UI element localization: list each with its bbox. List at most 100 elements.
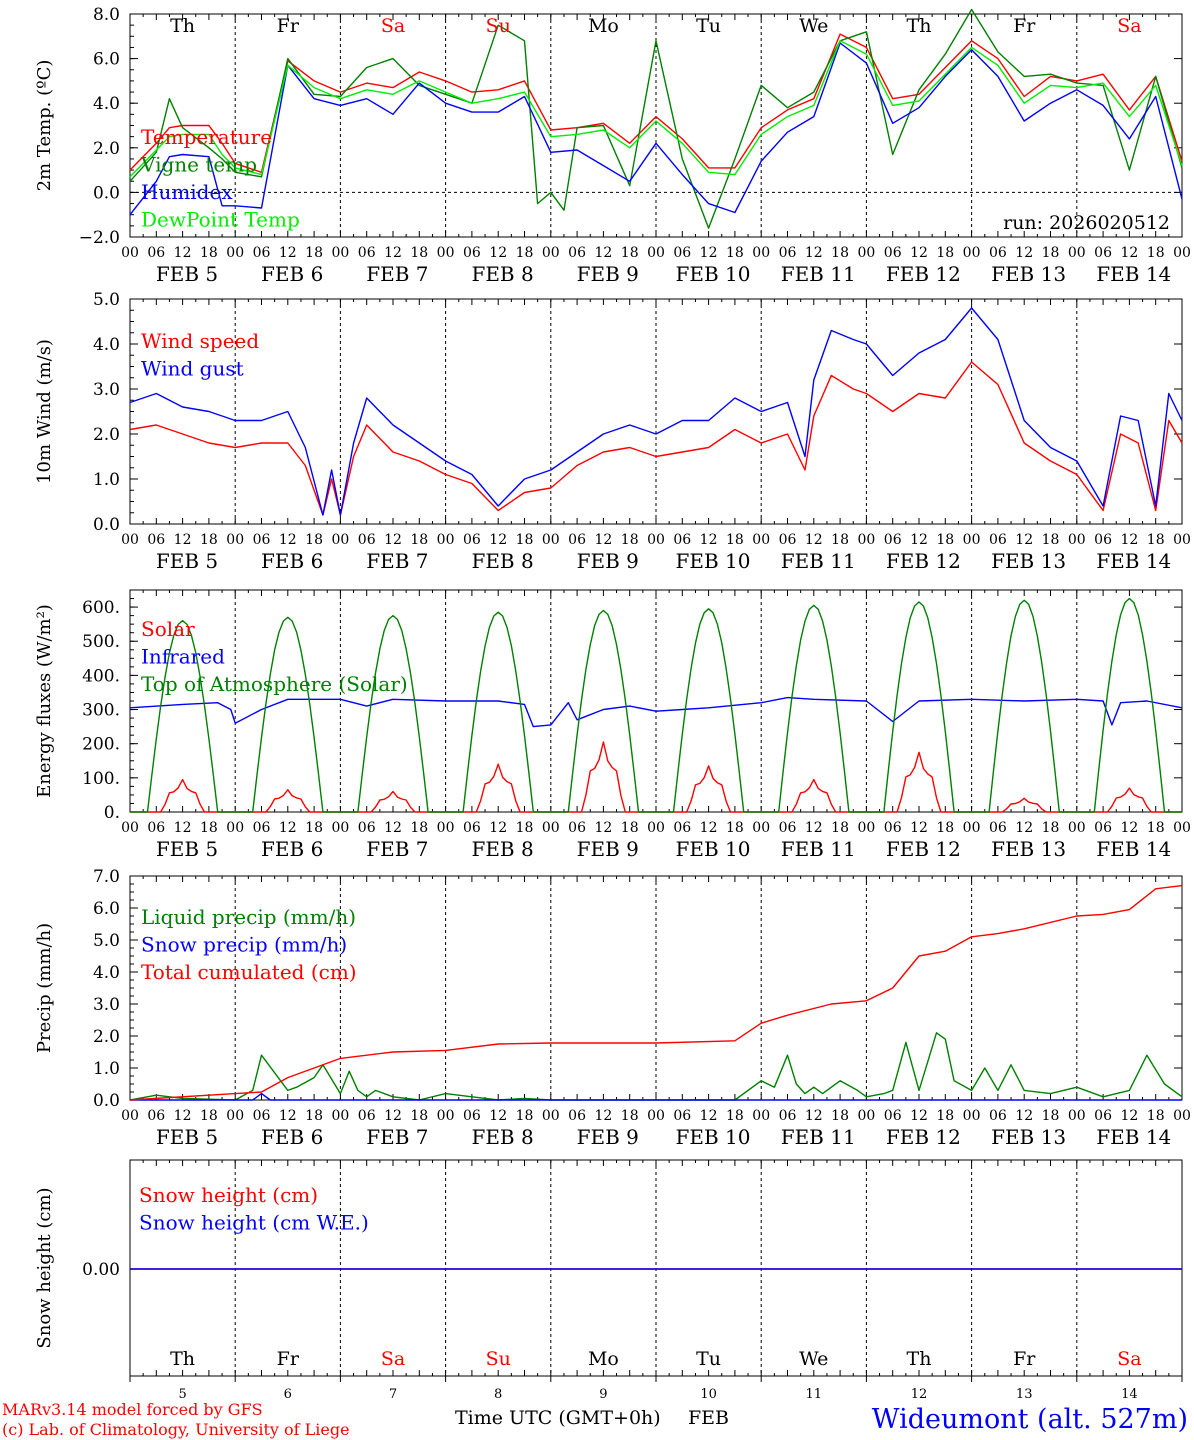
x-tick-label: 18 — [200, 820, 218, 836]
x-tick-label: 12 — [279, 532, 297, 548]
x-tick-label-end: 00 — [1173, 245, 1191, 261]
series-group — [129, 8, 1183, 229]
day-name: Fr — [1013, 15, 1036, 37]
series-line-wind-gust — [129, 307, 1183, 516]
date-label: FEB 13 — [991, 262, 1066, 286]
day-name: Mo — [588, 15, 619, 37]
x-tick-label: 12 — [1120, 820, 1138, 836]
x-tick-label: 18 — [1147, 820, 1165, 836]
x-tick-label: 18 — [410, 245, 428, 261]
day-number: 6 — [284, 1387, 292, 1402]
x-tick-label: 00 — [226, 532, 244, 548]
x-tick-label: 18 — [936, 245, 954, 261]
x-tick-label: 00 — [331, 245, 349, 261]
x-tick-label: 00 — [963, 820, 981, 836]
x-tick-label: 06 — [253, 820, 271, 836]
day-number: 12 — [911, 1387, 928, 1402]
date-label: FEB 6 — [261, 837, 323, 861]
day-number: 13 — [1016, 1387, 1033, 1402]
plot-frame — [129, 13, 1183, 238]
x-tick-label: 18 — [410, 532, 428, 548]
x-tick-label: 12 — [279, 820, 297, 836]
date-label: FEB 10 — [675, 1125, 750, 1149]
y-tick-label: 600. — [82, 598, 120, 618]
x-tick-label: 00 — [963, 532, 981, 548]
x-tick-label: 00 — [963, 1108, 981, 1124]
footer: MARv3.14 model forced by GFS(c) Lab. of … — [2, 1400, 1188, 1439]
x-tick-label: 12 — [594, 1108, 612, 1124]
day-name: Sa — [381, 15, 405, 37]
x-tick-label: 06 — [989, 1108, 1007, 1124]
x-tick-label: 00 — [121, 245, 139, 261]
date-label: FEB 9 — [577, 549, 639, 573]
x-tick-label: 06 — [253, 532, 271, 548]
x-tick-label: 12 — [805, 820, 823, 836]
date-label: FEB 8 — [471, 262, 533, 286]
date-label: FEB 5 — [156, 549, 218, 573]
y-tick-label: 4.0 — [93, 335, 120, 355]
x-tick-label: 06 — [568, 820, 586, 836]
x-tick-label: 18 — [831, 245, 849, 261]
day-number: 9 — [599, 1387, 607, 1402]
x-tick-label: 06 — [253, 1108, 271, 1124]
x-tick-label: 00 — [437, 532, 455, 548]
y-tick-label: 400. — [82, 666, 120, 686]
day-name: Mo — [588, 1348, 619, 1370]
x-tick-label: 00 — [542, 532, 560, 548]
date-label: FEB 5 — [156, 837, 218, 861]
legend-entry: Temperature — [141, 125, 272, 149]
series-line-dewpoint-temp — [129, 40, 1183, 178]
date-label: FEB 11 — [781, 549, 856, 573]
x-tick-label: 00 — [857, 245, 875, 261]
x-tick-label: 06 — [884, 820, 902, 836]
x-tick-label: 18 — [1147, 532, 1165, 548]
y-axis-label: Energy fluxes (W/m²) — [34, 604, 55, 798]
date-label: FEB 10 — [675, 262, 750, 286]
y-tick-label: 5.0 — [93, 290, 120, 310]
day-name: We — [799, 15, 828, 37]
y-tick-label: 6.0 — [93, 899, 120, 919]
x-tick-label: 06 — [884, 1108, 902, 1124]
x-tick-label: 18 — [936, 1108, 954, 1124]
y-tick-label: 0.0 — [93, 183, 120, 203]
legend-entry: Snow height (cm) — [139, 1183, 318, 1207]
legend-entry: Snow precip (mm/h) — [141, 933, 347, 957]
month-label: FEB — [688, 1407, 729, 1429]
x-tick-label: 00 — [437, 1108, 455, 1124]
series-line-infrared — [129, 696, 1183, 728]
y-axis-label: 2m Temp. (ºC) — [34, 60, 55, 192]
day-number: 11 — [806, 1387, 823, 1402]
x-tick-label: 06 — [989, 245, 1007, 261]
date-label: FEB 14 — [1096, 837, 1171, 861]
x-tick-label: 18 — [1042, 532, 1060, 548]
day-name: Fr — [1013, 1348, 1036, 1370]
x-tick-label: 00 — [1068, 532, 1086, 548]
x-tick-label: 12 — [279, 1108, 297, 1124]
x-tick-label: 12 — [489, 245, 507, 261]
x-tick-label: 12 — [1015, 1108, 1033, 1124]
x-tick-label: 12 — [174, 820, 192, 836]
day-number: 7 — [389, 1387, 397, 1402]
date-label: FEB 7 — [366, 262, 428, 286]
x-tick-label: 06 — [253, 245, 271, 261]
day-name: Su — [486, 1348, 511, 1370]
x-tick-label: 06 — [673, 245, 691, 261]
date-label: FEB 12 — [886, 1125, 961, 1149]
day-number: 14 — [1121, 1387, 1138, 1402]
x-tick-label: 18 — [305, 532, 323, 548]
legend-entry: Infrared — [141, 645, 225, 669]
x-tick-label: 18 — [516, 1108, 534, 1124]
series-line-humidex — [129, 42, 1183, 216]
day-name: Th — [170, 15, 195, 37]
legend-entry: Wind speed — [141, 329, 259, 353]
date-label: FEB 14 — [1096, 1125, 1171, 1149]
date-label: FEB 7 — [366, 1125, 428, 1149]
y-axis-label: Snow height (cm) — [34, 1187, 55, 1348]
x-tick-label: 06 — [358, 532, 376, 548]
x-tick-label: 18 — [831, 532, 849, 548]
x-tick-label: 18 — [621, 1108, 639, 1124]
y-tick-label: −2.0 — [79, 228, 120, 248]
day-name: Sa — [1117, 15, 1141, 37]
x-tick-label: 18 — [726, 245, 744, 261]
